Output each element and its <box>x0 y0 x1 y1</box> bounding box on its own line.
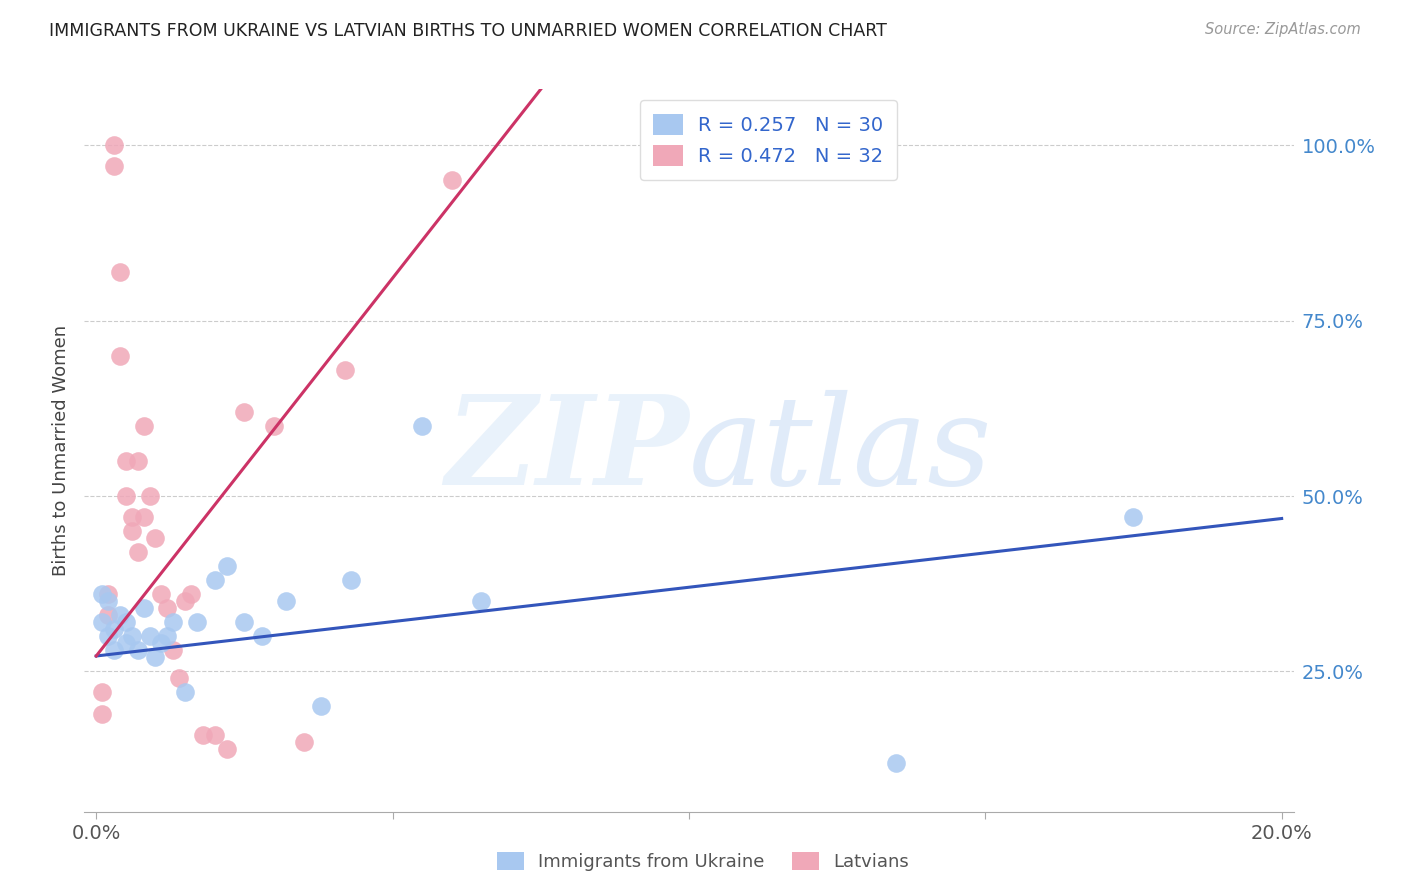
Point <box>440 173 463 187</box>
Point <box>274 594 297 608</box>
Point <box>470 594 492 608</box>
Text: Source: ZipAtlas.com: Source: ZipAtlas.com <box>1205 22 1361 37</box>
Point <box>108 608 131 623</box>
Point <box>91 685 114 699</box>
Text: atlas: atlas <box>689 390 993 511</box>
Point <box>132 510 155 524</box>
Point <box>215 741 238 756</box>
Point <box>138 489 160 503</box>
Point <box>186 615 208 630</box>
Point <box>250 629 273 643</box>
Point <box>115 489 138 503</box>
Point <box>174 594 197 608</box>
Legend: R = 0.257   N = 30, R = 0.472   N = 32: R = 0.257 N = 30, R = 0.472 N = 32 <box>640 101 897 179</box>
Point <box>138 629 160 643</box>
Point <box>91 587 114 601</box>
Point <box>121 629 143 643</box>
Text: ZIP: ZIP <box>446 390 689 511</box>
Point <box>97 587 120 601</box>
Point <box>127 454 149 468</box>
Point <box>233 615 256 630</box>
Point <box>145 531 167 545</box>
Point <box>103 160 125 174</box>
Point <box>121 524 143 538</box>
Point <box>115 454 138 468</box>
Point <box>127 545 149 559</box>
Point <box>1122 510 1144 524</box>
Point <box>156 601 179 615</box>
Point <box>162 643 184 657</box>
Point <box>233 405 256 419</box>
Point <box>333 363 356 377</box>
Point <box>108 264 131 278</box>
Point <box>167 672 190 686</box>
Point <box>263 418 285 433</box>
Point <box>180 587 202 601</box>
Point <box>204 727 226 741</box>
Point <box>108 349 131 363</box>
Point <box>97 629 120 643</box>
Point <box>97 608 120 623</box>
Point <box>103 643 125 657</box>
Point <box>91 615 114 630</box>
Point <box>886 756 908 770</box>
Point <box>150 636 173 650</box>
Point <box>150 587 173 601</box>
Point <box>174 685 197 699</box>
Point <box>156 629 179 643</box>
Point <box>132 418 155 433</box>
Point <box>311 699 333 714</box>
Point <box>97 594 120 608</box>
Point <box>162 615 184 630</box>
Point <box>121 510 143 524</box>
Point <box>115 615 138 630</box>
Point <box>91 706 114 721</box>
Point <box>115 636 138 650</box>
Text: IMMIGRANTS FROM UKRAINE VS LATVIAN BIRTHS TO UNMARRIED WOMEN CORRELATION CHART: IMMIGRANTS FROM UKRAINE VS LATVIAN BIRTH… <box>49 22 887 40</box>
Point <box>127 643 149 657</box>
Point <box>132 601 155 615</box>
Legend: Immigrants from Ukraine, Latvians: Immigrants from Ukraine, Latvians <box>489 845 917 879</box>
Y-axis label: Births to Unmarried Women: Births to Unmarried Women <box>52 325 70 576</box>
Point <box>145 650 167 665</box>
Point <box>103 138 125 153</box>
Point <box>103 623 125 637</box>
Point <box>215 559 238 574</box>
Point <box>292 734 315 748</box>
Point <box>204 573 226 587</box>
Point <box>340 573 363 587</box>
Point <box>411 418 433 433</box>
Point <box>191 727 214 741</box>
